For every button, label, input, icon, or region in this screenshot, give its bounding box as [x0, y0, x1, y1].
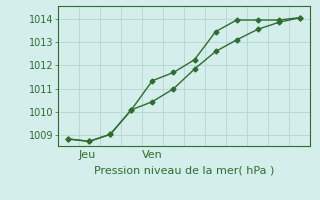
Text: Jeu: Jeu — [79, 150, 96, 160]
X-axis label: Pression niveau de la mer( hPa ): Pression niveau de la mer( hPa ) — [94, 165, 274, 175]
Text: Ven: Ven — [142, 150, 163, 160]
